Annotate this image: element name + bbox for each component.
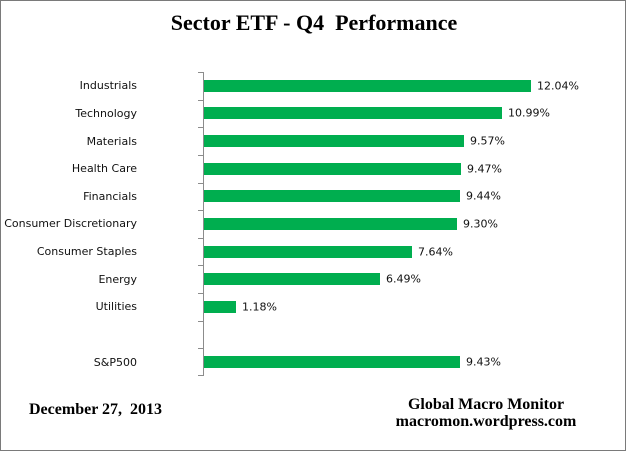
date-label: December 27, 2013 xyxy=(29,401,162,418)
chart-row: Industrials 12.04% xyxy=(1,72,625,100)
category-label: Energy xyxy=(98,272,137,286)
category-label-cell: Health Care xyxy=(1,155,137,183)
chart-row: Consumer Discretionary 9.30% xyxy=(1,210,625,238)
category-label: Financials xyxy=(83,189,137,203)
value-label: 9.30% xyxy=(463,217,498,231)
bar xyxy=(204,356,460,369)
category-label: S&P500 xyxy=(93,355,137,369)
category-axis-line xyxy=(203,72,204,376)
value-label: 10.99% xyxy=(508,106,550,120)
category-label-cell: Industrials xyxy=(1,72,137,100)
category-label-cell: Energy xyxy=(1,265,137,293)
axis-tick xyxy=(198,293,203,294)
category-label: Materials xyxy=(86,134,137,148)
axis-tick xyxy=(198,375,203,376)
category-label: Consumer Discretionary xyxy=(4,217,137,231)
value-label: 9.44% xyxy=(466,189,501,203)
bar xyxy=(204,273,380,286)
axis-tick xyxy=(198,127,203,128)
value-label: 7.64% xyxy=(418,245,453,259)
bar xyxy=(204,162,461,175)
value-label: 1.18% xyxy=(242,300,277,314)
category-label: Industrials xyxy=(79,79,137,93)
category-label-cell: S&P500 xyxy=(1,348,137,376)
axis-tick xyxy=(198,265,203,266)
axis-tick xyxy=(198,183,203,184)
category-label-cell: Consumer Staples xyxy=(1,238,137,266)
bar xyxy=(204,217,457,230)
chart-row: Utilities 1.18% xyxy=(1,293,625,321)
value-label: 9.43% xyxy=(466,355,501,369)
axis-tick xyxy=(198,238,203,239)
axis-tick xyxy=(198,100,203,101)
category-label: Health Care xyxy=(71,162,137,176)
attribution-line-1: Global Macro Monitor xyxy=(407,396,565,413)
chart-row: Materials 9.57% xyxy=(1,127,625,155)
chart-row: Technology 10.99% xyxy=(1,100,625,128)
attribution-line-2: macromon.wordpress.com xyxy=(395,413,577,430)
category-label-cell: Financials xyxy=(1,183,137,211)
chart-row: Health Care 9.47% xyxy=(1,155,625,183)
attribution: Global Macro Monitor macromon.wordpress.… xyxy=(391,396,581,430)
value-label: 6.49% xyxy=(386,272,421,286)
value-label: 12.04% xyxy=(537,79,579,93)
category-label: Technology xyxy=(75,106,137,120)
category-label: Consumer Staples xyxy=(36,245,137,259)
axis-tick xyxy=(198,348,203,349)
chart-row: Financials 9.44% xyxy=(1,183,625,211)
bar xyxy=(204,245,412,258)
chart-row: Energy 6.49% xyxy=(1,265,625,293)
category-label: Utilities xyxy=(95,300,137,314)
chart-row: S&P500 9.43% xyxy=(1,348,625,376)
value-label: 9.57% xyxy=(470,134,505,148)
value-label: 9.47% xyxy=(467,162,502,176)
bar-chart-plot-area: Industrials 12.04% Technology 10.99% Materia… xyxy=(1,72,625,376)
category-label-cell: Consumer Discretionary xyxy=(1,210,137,238)
category-label-cell: Utilities xyxy=(1,293,137,321)
chart-title: Sector ETF - Q4 Performance xyxy=(170,10,458,35)
bar xyxy=(204,190,460,203)
bar xyxy=(204,135,464,148)
chart-row-spacer xyxy=(1,321,625,349)
axis-tick xyxy=(198,210,203,211)
bar xyxy=(204,300,236,313)
category-label-cell: Materials xyxy=(1,127,137,155)
axis-tick xyxy=(198,321,203,322)
bar xyxy=(204,107,502,120)
chart-row: Consumer Staples 7.64% xyxy=(1,238,625,266)
bar xyxy=(204,79,531,92)
category-label-cell: Technology xyxy=(1,100,137,128)
axis-tick xyxy=(198,72,203,73)
axis-tick xyxy=(198,155,203,156)
